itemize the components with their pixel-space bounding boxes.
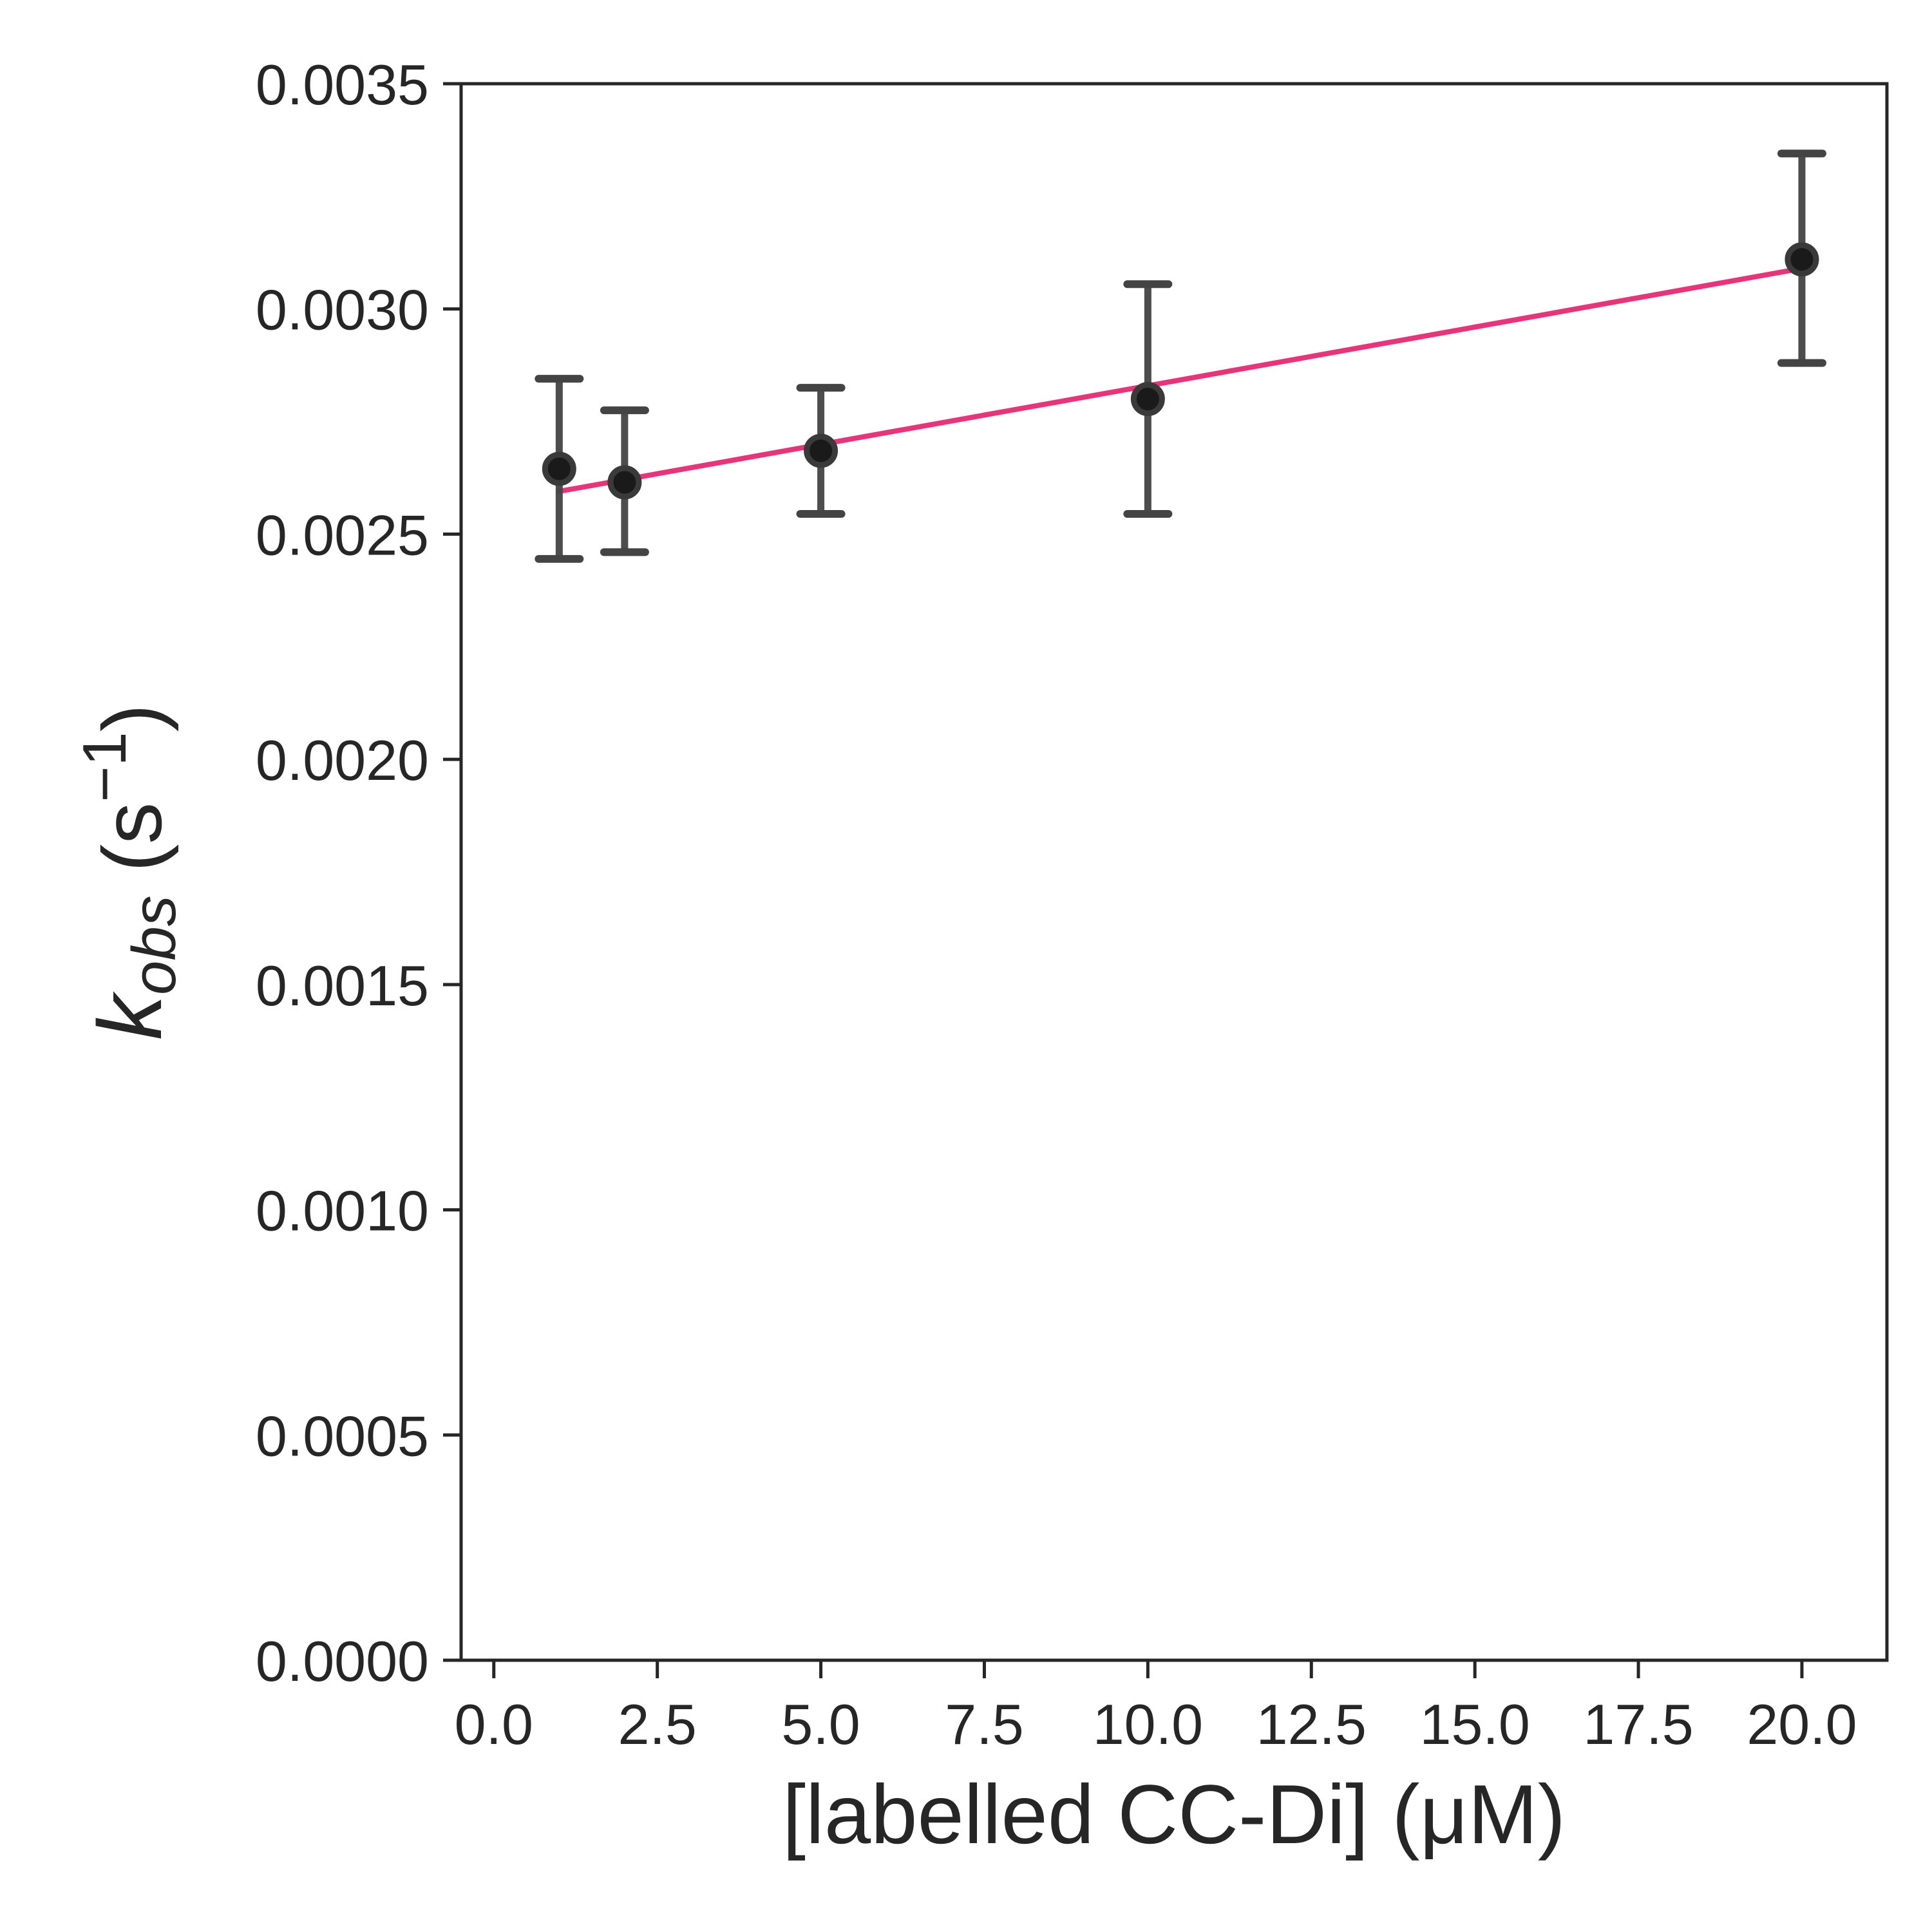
- data-point: [804, 433, 838, 468]
- data-point-group: [600, 406, 649, 556]
- x-tick-label: 2.5: [618, 1692, 697, 1756]
- data-point-group: [796, 384, 846, 518]
- data-point: [1130, 382, 1165, 417]
- y-axis-label-unit-open: (s: [85, 802, 179, 895]
- x-tick-label: 17.5: [1583, 1692, 1693, 1756]
- data-point-group: [535, 375, 584, 563]
- y-axis-label-unit-sup: −1: [70, 732, 139, 802]
- y-tick-label: 0.0015: [256, 954, 429, 1018]
- data-point-group: [1123, 280, 1173, 518]
- x-axis-label: [labelled CC-Di] (μM): [782, 1767, 1566, 1861]
- y-tick-label: 0.0030: [256, 278, 429, 342]
- y-axis-label: kobs (s−1): [70, 704, 189, 1040]
- y-axis-label-unit-close: ): [85, 704, 179, 732]
- y-tick-label: 0.0000: [256, 1629, 429, 1693]
- y-axis-label-main: k: [79, 991, 180, 1040]
- x-tick-label: 0.0: [455, 1692, 533, 1756]
- x-tick-label: 12.5: [1256, 1692, 1367, 1756]
- data-point: [1785, 242, 1819, 277]
- x-tick-label: 20.0: [1747, 1692, 1857, 1756]
- y-tick-label: 0.0025: [256, 503, 429, 567]
- y-tick-label: 0.0035: [256, 53, 429, 117]
- x-axis-ticks: 0.0 2.5 5.0 7.5 10.0 12.5 15.0 17.5 20.0: [455, 1660, 1857, 1756]
- y-tick-label: 0.0020: [256, 728, 429, 792]
- x-tick-label: 5.0: [781, 1692, 860, 1756]
- y-axis-label-sub: obs: [120, 895, 189, 995]
- fit-line-group: [556, 265, 1804, 494]
- x-tick-label: 7.5: [945, 1692, 1023, 1756]
- x-tick-label: 10.0: [1093, 1692, 1203, 1756]
- fit-line: [556, 265, 1804, 494]
- y-tick-label: 0.0005: [256, 1404, 429, 1468]
- data-points-group: [535, 149, 1826, 563]
- data-point: [607, 465, 642, 500]
- data-point: [542, 451, 576, 486]
- data-point-group: [1777, 149, 1826, 367]
- x-tick-label: 15.0: [1420, 1692, 1530, 1756]
- y-axis-ticks: 0.0000 0.0005 0.0010 0.0015 0.0020 0.0025 0.00…: [256, 53, 461, 1693]
- y-tick-label: 0.0010: [256, 1179, 429, 1243]
- plot-frame: [459, 82, 1889, 1662]
